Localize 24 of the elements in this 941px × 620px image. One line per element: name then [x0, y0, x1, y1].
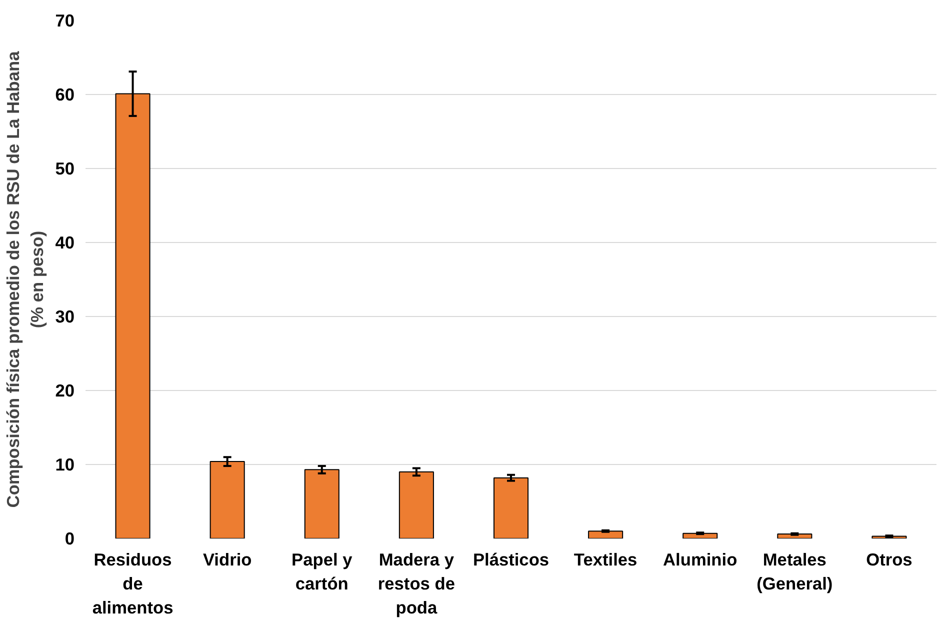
bar — [682, 532, 718, 538]
y-tick-label: 30 — [55, 306, 75, 326]
y-tick-label: 70 — [55, 10, 75, 30]
x-tick-label: Residuos de alimentos — [92, 550, 174, 618]
x-tick-label: Metales (General) — [756, 550, 833, 594]
y-tick-label: 20 — [55, 380, 75, 400]
bar — [398, 471, 434, 538]
bar — [588, 530, 624, 538]
bar — [304, 469, 340, 538]
y-tick-label: 40 — [55, 232, 75, 252]
x-tick-label: Papel y cartón — [292, 550, 353, 594]
y-tick-label: 60 — [55, 84, 75, 104]
bar — [210, 461, 245, 538]
x-tick-label: Vidrio — [202, 550, 252, 570]
y-tick-label: 10 — [55, 454, 75, 474]
x-tick-label: Madera y restos de poda — [378, 550, 456, 618]
y-tick-label: 0 — [64, 528, 75, 548]
y-tick-label: 50 — [55, 158, 75, 178]
bar — [493, 477, 529, 538]
x-tick-label: Plásticos — [472, 550, 550, 570]
x-tick-label: Otros — [866, 550, 912, 570]
x-tick-label: Textiles — [574, 550, 638, 570]
x-tick-label: Aluminio — [663, 550, 738, 570]
y-axis-title: Composición física promedio de los RSU de La Habana (% en peso) — [3, 50, 48, 508]
